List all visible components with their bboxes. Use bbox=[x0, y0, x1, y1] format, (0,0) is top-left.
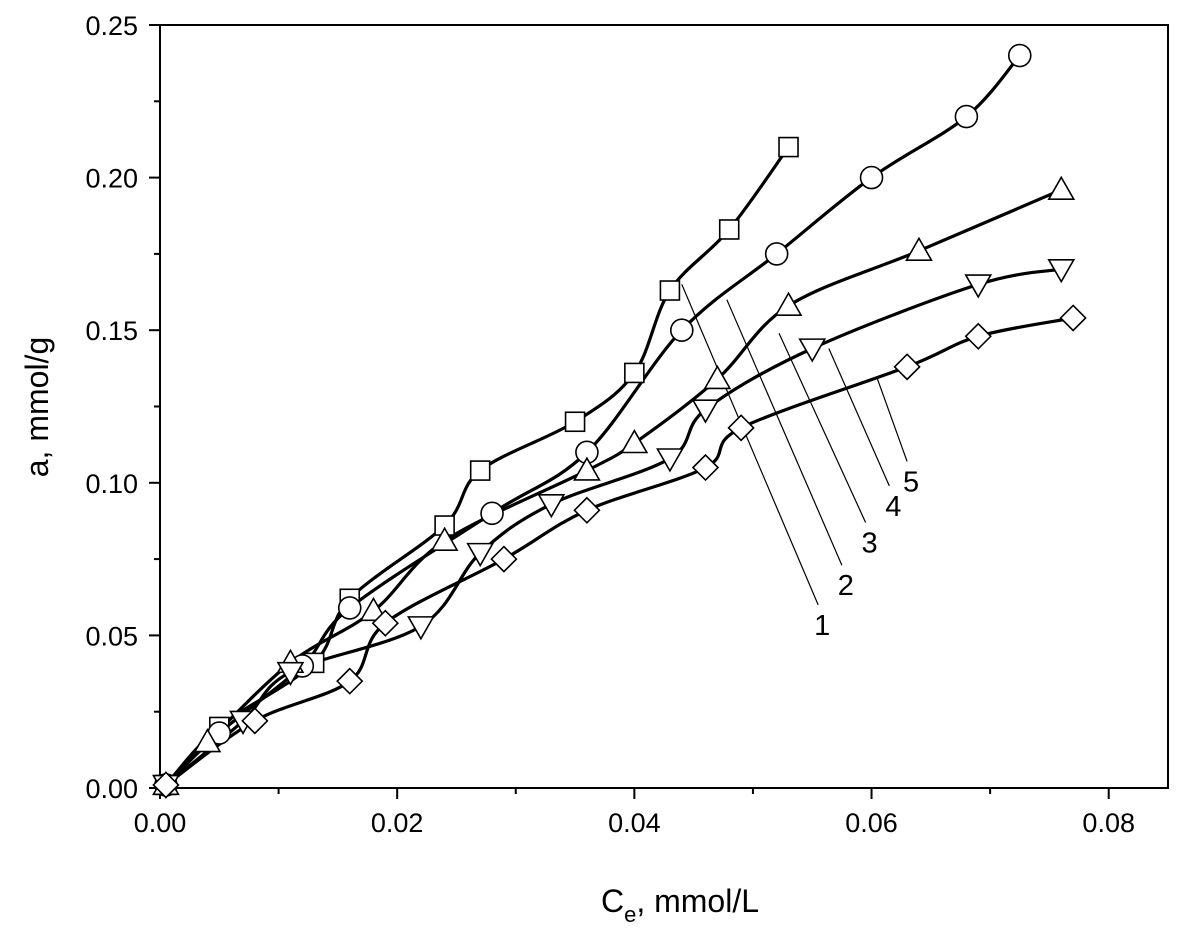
y-tick-label: 0.00 bbox=[85, 774, 138, 804]
data-point-series-4 bbox=[798, 338, 827, 363]
data-point-series-5 bbox=[964, 322, 992, 350]
x-tick-label: 0.06 bbox=[845, 808, 898, 838]
leader-line-5 bbox=[876, 378, 908, 462]
data-point-series-3 bbox=[1047, 175, 1076, 200]
series-line-4 bbox=[164, 267, 1062, 787]
leader-line-1 bbox=[681, 284, 819, 606]
x-axis-title: Ce, mmol/L bbox=[601, 883, 759, 927]
y-tick-label: 0.15 bbox=[85, 316, 138, 346]
data-point-series-4 bbox=[964, 274, 993, 299]
data-point-series-4 bbox=[1047, 258, 1076, 284]
curve-label-1: 1 bbox=[814, 610, 830, 642]
curve-label-5: 5 bbox=[903, 466, 919, 498]
data-point-series-5 bbox=[371, 609, 399, 637]
data-point-series-2 bbox=[480, 501, 504, 526]
data-point-series-5 bbox=[893, 353, 921, 381]
x-tick-label: 0.02 bbox=[371, 808, 424, 838]
y-tick-label: 0.20 bbox=[85, 164, 138, 194]
leader-line-2 bbox=[726, 299, 843, 566]
curve-label-3: 3 bbox=[862, 527, 878, 559]
leader-line-3 bbox=[778, 333, 867, 523]
data-point-series-5 bbox=[241, 707, 269, 735]
data-point-series-2 bbox=[764, 242, 789, 266]
data-point-series-5 bbox=[152, 771, 180, 799]
data-point-series-3 bbox=[905, 236, 933, 262]
data-point-series-2 bbox=[954, 104, 979, 129]
curve-label-4: 4 bbox=[885, 491, 901, 523]
data-point-series-1 bbox=[624, 362, 645, 384]
data-point-series-5 bbox=[727, 414, 755, 442]
y-axis-title: a, mmol/g bbox=[19, 337, 55, 477]
y-tick-label: 0.05 bbox=[85, 621, 138, 651]
data-point-series-1 bbox=[564, 411, 586, 433]
data-point-series-5 bbox=[336, 667, 364, 695]
leader-line-4 bbox=[828, 348, 890, 487]
series-line-3 bbox=[164, 188, 1062, 787]
data-point-series-2 bbox=[337, 596, 362, 620]
data-point-series-3 bbox=[620, 429, 649, 454]
data-point-series-4 bbox=[537, 493, 566, 519]
x-tick-label: 0.00 bbox=[134, 808, 187, 838]
x-axis-ticks: 0.00 0.02 0.04 0.06 0.08 bbox=[134, 788, 1135, 838]
data-point-series-2 bbox=[859, 165, 884, 190]
data-point-series-1 bbox=[718, 219, 740, 240]
data-point-series-4 bbox=[656, 448, 684, 473]
curve-label-2: 2 bbox=[838, 570, 854, 602]
data-point-series-1 bbox=[469, 460, 491, 481]
data-point-series-4 bbox=[407, 616, 435, 641]
data-point-series-5 bbox=[1059, 304, 1087, 332]
data-point-series-5 bbox=[490, 545, 518, 573]
data-point-series-2 bbox=[669, 318, 694, 343]
data-point-series-5 bbox=[573, 496, 601, 524]
y-axis-ticks: 0.00 0.05 0.10 0.15 0.20 0.25 bbox=[85, 11, 160, 804]
data-point-series-4 bbox=[276, 661, 305, 687]
data-point-series-5 bbox=[691, 453, 720, 482]
data-point-series-3 bbox=[703, 364, 732, 390]
data-point-series-2 bbox=[1007, 43, 1032, 68]
data-point-series-3 bbox=[573, 456, 601, 481]
data-point-series-4 bbox=[691, 399, 720, 424]
data-point-series-1 bbox=[778, 136, 799, 158]
y-tick-label: 0.25 bbox=[85, 11, 138, 41]
data-point-series-3 bbox=[774, 291, 803, 316]
data-point-series-4 bbox=[466, 542, 495, 568]
series-markers bbox=[152, 43, 1087, 800]
x-tick-label: 0.04 bbox=[608, 808, 661, 838]
x-tick-label: 0.08 bbox=[1082, 808, 1135, 838]
data-point-series-1 bbox=[659, 280, 681, 301]
data-point-series-3 bbox=[430, 526, 459, 551]
data-point-series-3 bbox=[359, 596, 388, 622]
data-point-series-3 bbox=[193, 728, 222, 753]
y-tick-label: 0.10 bbox=[85, 469, 138, 499]
